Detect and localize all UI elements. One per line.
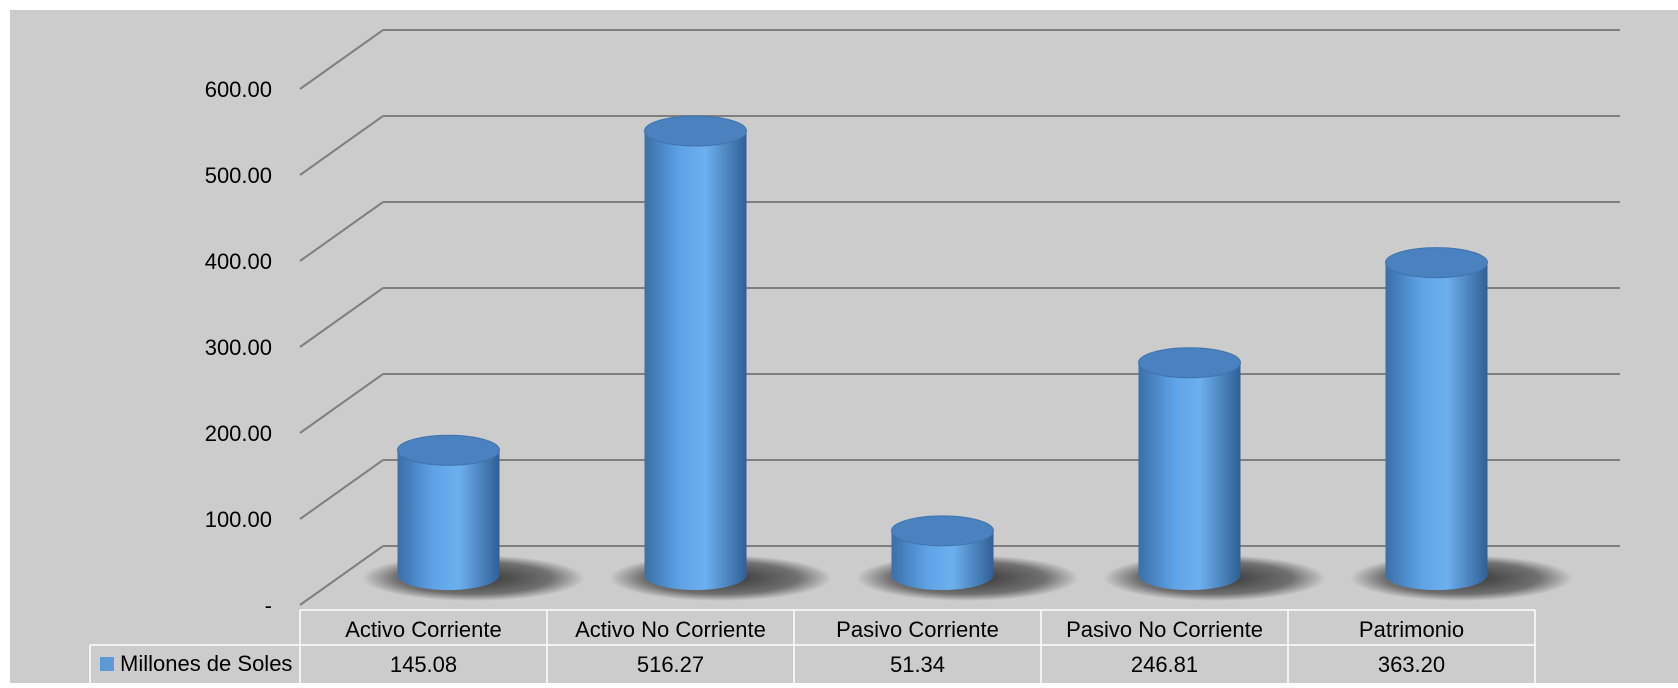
bar-1 — [644, 115, 747, 591]
gridline-diagonal-1 — [299, 459, 384, 520]
gridlines — [299, 29, 1620, 606]
bar-top — [397, 434, 500, 466]
data-table-value: 246.81 — [1131, 652, 1198, 677]
bar-top — [1385, 247, 1488, 279]
y-tick-label: 200.00 — [205, 421, 272, 446]
gridline-diagonal-6 — [299, 29, 384, 90]
legend-label: Millones de Soles — [120, 651, 292, 676]
gridline-diagonal-2 — [299, 373, 384, 434]
bar-top — [891, 515, 994, 547]
y-tick-label: 600.00 — [205, 77, 272, 102]
gridline-diagonal-4 — [299, 201, 384, 262]
y-tick-label: 300.00 — [205, 335, 272, 360]
bar-top — [1138, 347, 1241, 379]
data-table-value: 516.27 — [637, 652, 704, 677]
x-category-label: Activo No Corriente — [575, 617, 766, 642]
gridline-diagonal-5 — [299, 115, 384, 176]
data-table-value: 145.08 — [390, 652, 457, 677]
x-category-label: Pasivo No Corriente — [1066, 617, 1263, 642]
y-tick-label: - — [265, 593, 272, 618]
bars — [362, 115, 1573, 601]
data-table: Activo Corriente 145.08 Activo No Corrient… — [89, 609, 1536, 683]
data-table-value: 363.20 — [1378, 652, 1445, 677]
y-tick-label: 400.00 — [205, 249, 272, 274]
bar-top — [644, 115, 747, 147]
gridline-diagonal-3 — [299, 287, 384, 348]
x-category-label: Pasivo Corriente — [836, 617, 999, 642]
bar-2 — [891, 515, 994, 591]
data-table-value: 51.34 — [890, 652, 945, 677]
x-category-label: Patrimonio — [1359, 617, 1464, 642]
gridline-diagonal-0 — [299, 545, 384, 606]
bar-3 — [1138, 347, 1241, 591]
bar-body — [644, 131, 747, 591]
bar-body — [397, 450, 500, 591]
x-category-label: Activo Corriente — [345, 617, 502, 642]
y-axis: - 100.00 200.00 300.00 400.00 500.00 600.00 — [205, 77, 272, 618]
bar-body — [1385, 262, 1488, 591]
legend-swatch — [100, 657, 114, 671]
bar-0 — [397, 434, 500, 591]
y-tick-label: 500.00 — [205, 163, 272, 188]
y-tick-label: 100.00 — [205, 507, 272, 532]
bar-4 — [1385, 247, 1488, 591]
bar-body — [1138, 362, 1241, 591]
bar-body — [891, 530, 994, 591]
